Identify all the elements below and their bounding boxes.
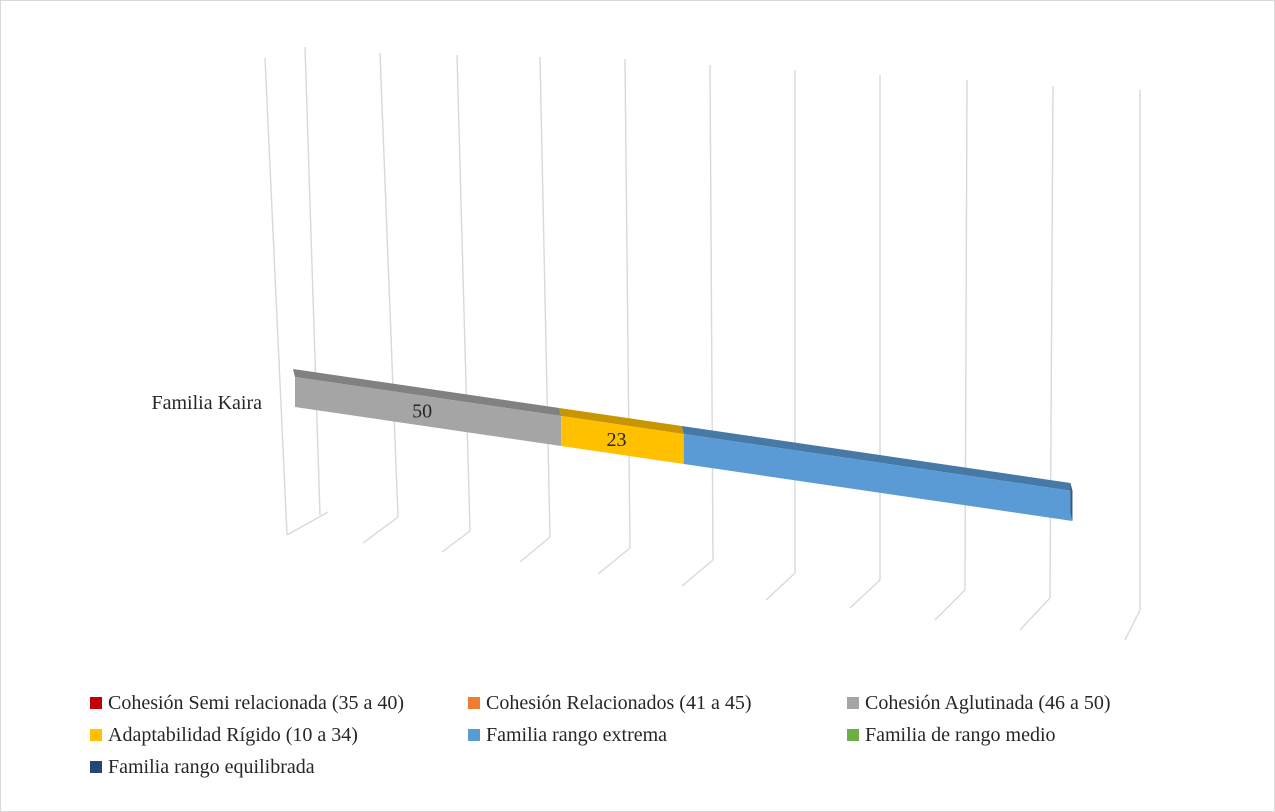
bar-segment [683,433,1073,521]
gridlines [264,46,1141,641]
gridline-floor [597,547,631,575]
gridline-floor [849,579,881,609]
gridline [964,79,968,591]
bar-top-face [293,369,562,417]
gridline-floor [1019,597,1051,631]
gridline [1049,85,1054,599]
bar-segments [293,369,1073,521]
gridline-floor [519,536,551,563]
bar-segment [561,416,684,464]
gridline [709,64,714,561]
gridline [264,57,288,536]
gridline-floor [1124,609,1141,641]
gridline-floor [441,530,471,553]
gridline [539,56,551,538]
bar-end-cap [1070,482,1073,521]
data-labels: 50 23 [412,401,626,451]
gridline-floor [286,511,329,536]
gridline-floor [934,589,966,621]
bar-top-face [681,425,1073,491]
bar-top-face [559,408,684,434]
category-label: Familia Kaira [151,392,262,414]
gridline-floor [765,572,796,601]
gridline-floor [681,559,714,587]
gridline [456,54,471,532]
data-label: 23 [606,429,626,451]
gridline [304,46,321,516]
gridline-floor [362,516,399,544]
gridline [379,52,399,518]
data-label: 50 [412,401,432,423]
bar-segment [295,377,562,447]
gridline [624,58,631,549]
